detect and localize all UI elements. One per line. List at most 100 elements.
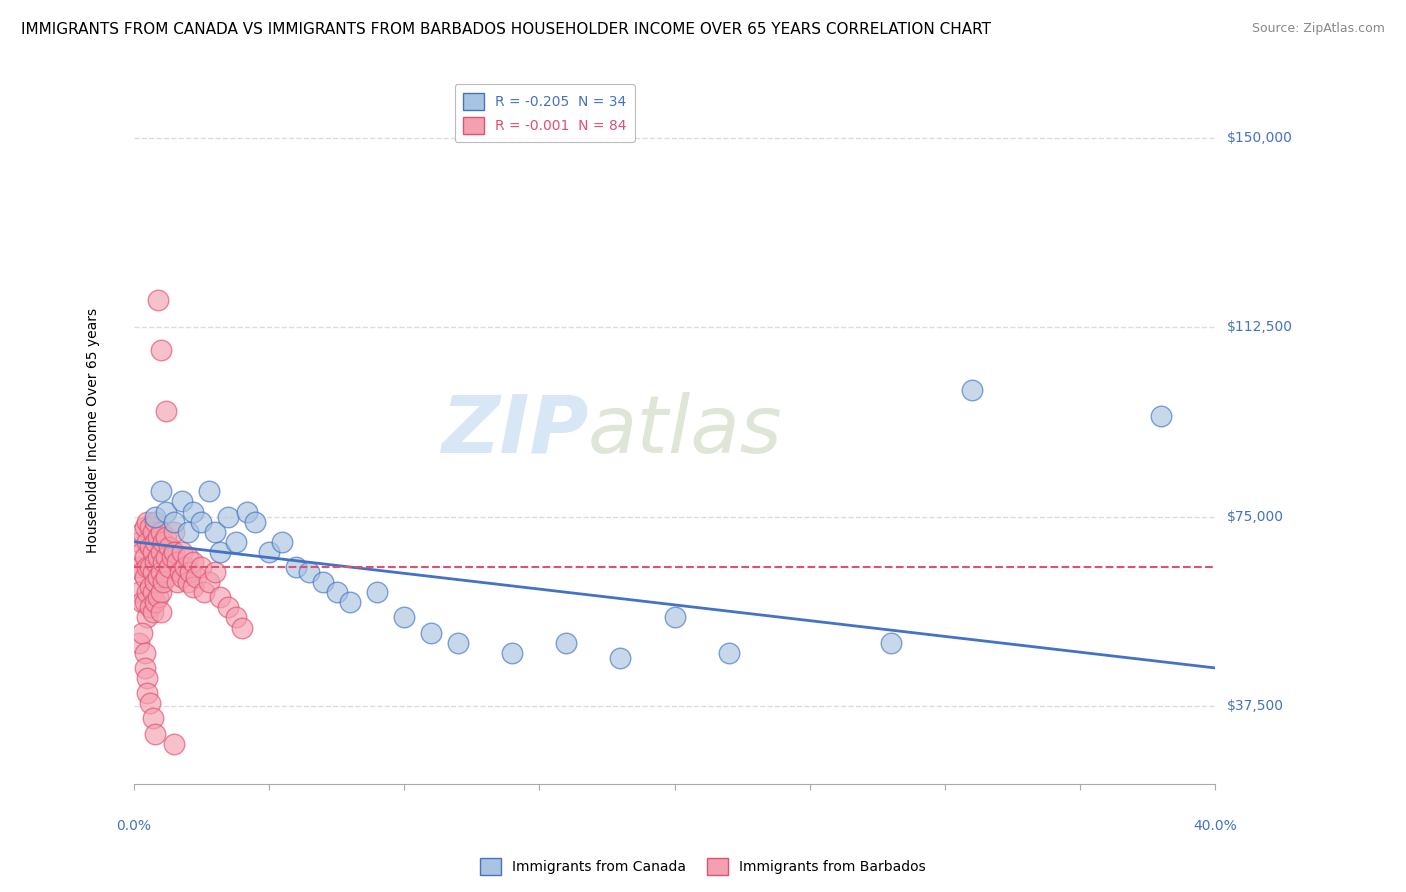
Point <box>157 540 180 554</box>
Point <box>136 534 159 549</box>
Point <box>204 565 226 579</box>
Point <box>142 524 165 539</box>
Point <box>166 575 188 590</box>
Point <box>134 570 156 584</box>
Point <box>155 403 177 417</box>
Point <box>143 509 166 524</box>
Point <box>236 504 259 518</box>
Point <box>664 610 686 624</box>
Point <box>149 343 172 357</box>
Point <box>134 595 156 609</box>
Point <box>155 530 177 544</box>
Point <box>1150 409 1173 423</box>
Point <box>155 570 177 584</box>
Point <box>134 646 156 660</box>
Point <box>136 686 159 700</box>
Point <box>177 549 200 564</box>
Point <box>143 534 166 549</box>
Point <box>298 565 321 579</box>
Point <box>172 545 194 559</box>
Point <box>136 515 159 529</box>
Point <box>142 711 165 725</box>
Point <box>134 661 156 675</box>
Point <box>174 560 197 574</box>
Point <box>146 549 169 564</box>
Text: ZIP: ZIP <box>440 392 588 470</box>
Point <box>501 646 523 660</box>
Point <box>128 585 150 599</box>
Point <box>198 575 221 590</box>
Point <box>149 565 172 579</box>
Point <box>136 610 159 624</box>
Point <box>245 515 267 529</box>
Legend: R = -0.205  N = 34, R = -0.001  N = 84: R = -0.205 N = 34, R = -0.001 N = 84 <box>454 85 636 142</box>
Point <box>143 726 166 740</box>
Text: atlas: atlas <box>588 392 783 470</box>
Point <box>225 534 247 549</box>
Point <box>257 545 280 559</box>
Point <box>146 293 169 307</box>
Point <box>142 585 165 599</box>
Point <box>136 585 159 599</box>
Point <box>181 504 204 518</box>
Point <box>146 530 169 544</box>
Point <box>209 545 232 559</box>
Point <box>163 737 186 751</box>
Point <box>152 534 174 549</box>
Point <box>609 651 631 665</box>
Point <box>131 545 153 559</box>
Legend: Immigrants from Canada, Immigrants from Barbados: Immigrants from Canada, Immigrants from … <box>475 853 931 880</box>
Point <box>136 671 159 685</box>
Point <box>392 610 415 624</box>
Text: IMMIGRANTS FROM CANADA VS IMMIGRANTS FROM BARBADOS HOUSEHOLDER INCOME OVER 65 YE: IMMIGRANTS FROM CANADA VS IMMIGRANTS FRO… <box>21 22 991 37</box>
Point <box>190 515 212 529</box>
Point <box>146 570 169 584</box>
Point <box>312 575 335 590</box>
Point <box>128 636 150 650</box>
Point <box>128 560 150 574</box>
Point <box>143 515 166 529</box>
Point <box>181 555 204 569</box>
Point <box>184 570 207 584</box>
Text: $75,000: $75,000 <box>1226 509 1284 524</box>
Point <box>172 570 194 584</box>
Point <box>139 580 162 594</box>
Point <box>163 515 186 529</box>
Text: $37,500: $37,500 <box>1226 698 1284 713</box>
Point <box>149 524 172 539</box>
Point <box>131 595 153 609</box>
Point <box>139 519 162 533</box>
Point <box>209 591 232 605</box>
Point <box>139 540 162 554</box>
Point <box>190 560 212 574</box>
Point <box>198 484 221 499</box>
Point <box>880 636 903 650</box>
Point <box>152 555 174 569</box>
Point <box>143 575 166 590</box>
Text: $112,500: $112,500 <box>1226 320 1292 334</box>
Point <box>143 595 166 609</box>
Point <box>128 534 150 549</box>
Point <box>271 534 294 549</box>
Point <box>285 560 308 574</box>
Point <box>204 524 226 539</box>
Point <box>166 555 188 569</box>
Point <box>172 494 194 508</box>
Point <box>225 610 247 624</box>
Text: 40.0%: 40.0% <box>1194 820 1237 833</box>
Point <box>339 595 361 609</box>
Point <box>181 580 204 594</box>
Point <box>555 636 578 650</box>
Point <box>142 545 165 559</box>
Point <box>131 625 153 640</box>
Point <box>149 585 172 599</box>
Point <box>160 549 183 564</box>
Point <box>169 565 191 579</box>
Point <box>231 621 253 635</box>
Point <box>325 585 347 599</box>
Text: 0.0%: 0.0% <box>117 820 152 833</box>
Point <box>163 524 186 539</box>
Point <box>131 524 153 539</box>
Point <box>366 585 388 599</box>
Point <box>131 565 153 579</box>
